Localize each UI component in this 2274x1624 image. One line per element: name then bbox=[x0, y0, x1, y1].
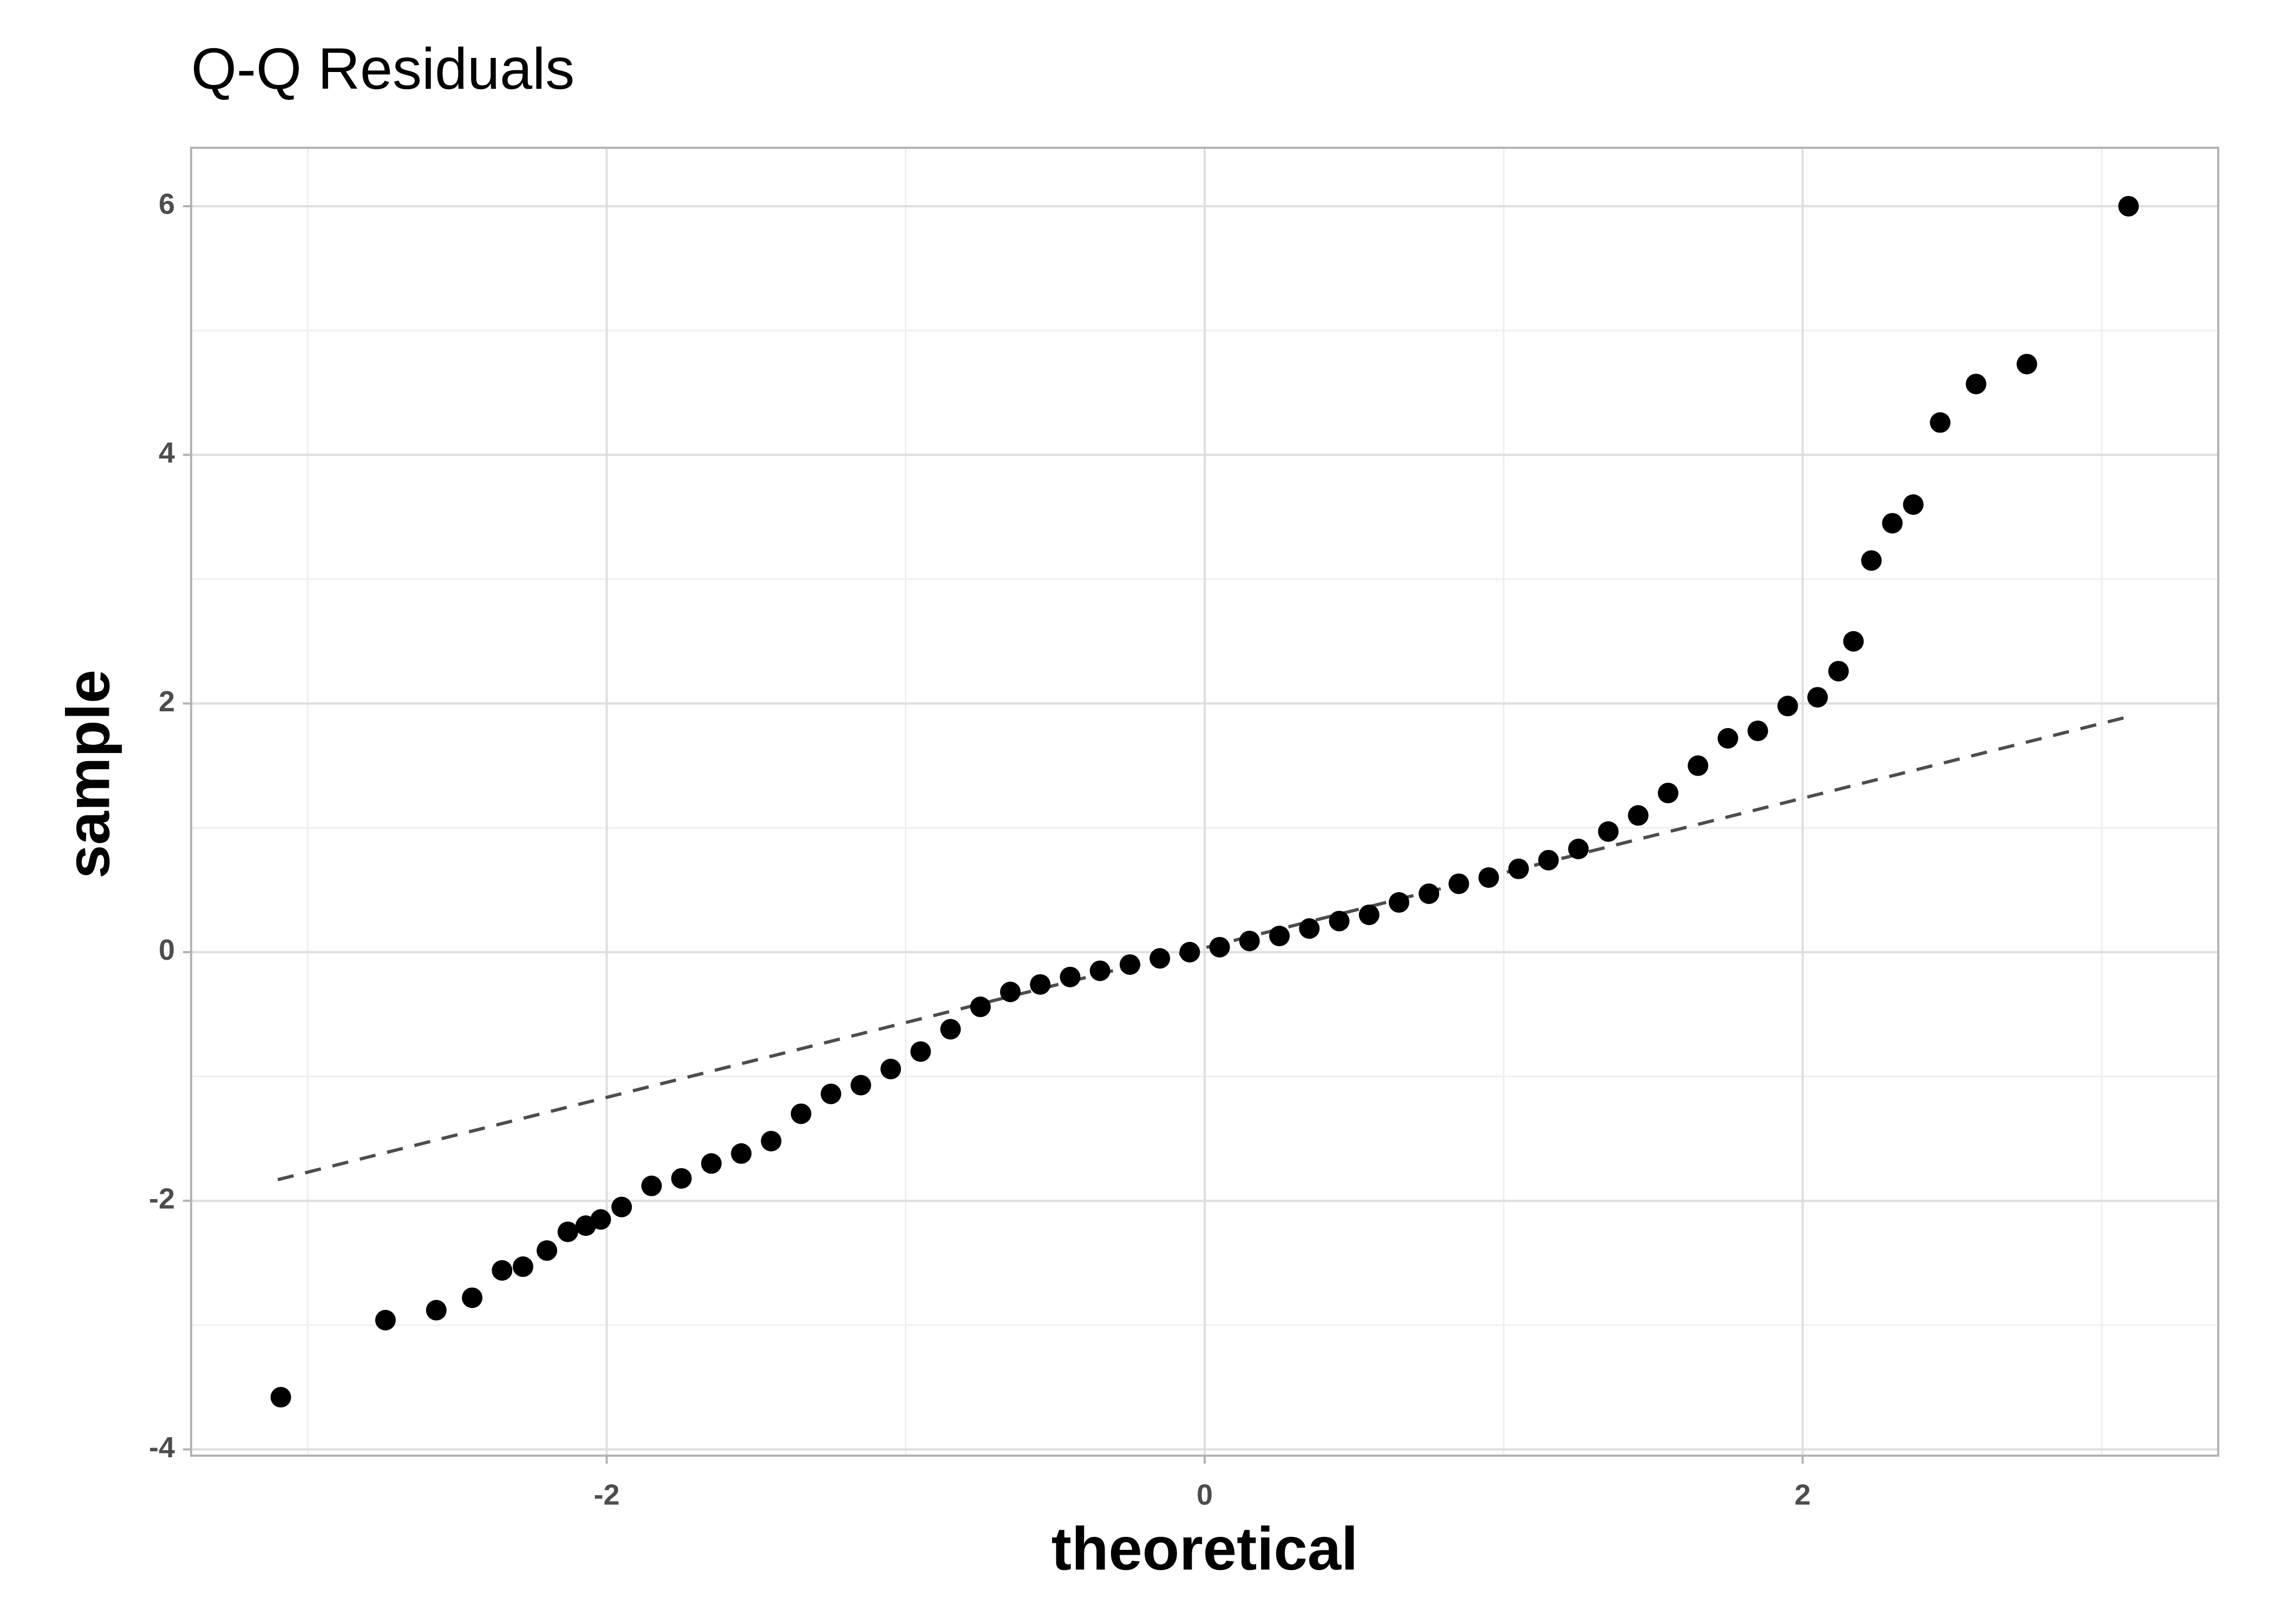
point bbox=[557, 1221, 578, 1242]
point bbox=[1747, 721, 1768, 742]
point bbox=[1060, 966, 1081, 987]
point bbox=[820, 1083, 841, 1104]
point bbox=[1299, 918, 1320, 939]
y-tick-label: 6 bbox=[159, 188, 175, 220]
point bbox=[1358, 904, 1380, 925]
point bbox=[1119, 954, 1140, 975]
point bbox=[1239, 931, 1260, 952]
point bbox=[1329, 911, 1350, 932]
point bbox=[1209, 937, 1230, 958]
x-tick-label: -2 bbox=[594, 1478, 620, 1511]
point bbox=[375, 1309, 396, 1331]
point bbox=[1843, 631, 1864, 652]
x-tick-label: 2 bbox=[1794, 1478, 1811, 1511]
point bbox=[2016, 353, 2037, 375]
point bbox=[1965, 374, 1987, 395]
point bbox=[1628, 805, 1649, 826]
point bbox=[611, 1196, 632, 1217]
point bbox=[1930, 412, 1951, 433]
grid bbox=[191, 148, 2218, 1456]
point bbox=[1568, 839, 1589, 860]
point bbox=[1030, 974, 1051, 995]
point bbox=[1478, 867, 1499, 888]
point bbox=[1419, 883, 1440, 904]
point bbox=[590, 1209, 611, 1230]
point bbox=[1688, 755, 1709, 776]
point bbox=[641, 1175, 662, 1196]
point bbox=[2118, 195, 2139, 217]
point bbox=[1538, 849, 1559, 870]
point bbox=[850, 1075, 871, 1096]
point bbox=[426, 1300, 447, 1321]
point bbox=[1903, 494, 1924, 515]
point bbox=[1882, 513, 1903, 534]
point bbox=[1149, 948, 1171, 969]
x-axis-title: theoretical bbox=[1051, 1515, 1358, 1583]
point bbox=[1508, 859, 1529, 880]
point bbox=[1717, 728, 1739, 749]
y-tick-label: 4 bbox=[159, 437, 175, 469]
point bbox=[1448, 873, 1469, 894]
chart-title: Q-Q Residuals bbox=[191, 36, 574, 101]
point bbox=[790, 1103, 812, 1124]
y-tick-label: 0 bbox=[159, 934, 175, 966]
point bbox=[1179, 941, 1200, 962]
point bbox=[1657, 782, 1678, 803]
point bbox=[761, 1130, 782, 1151]
point bbox=[910, 1041, 931, 1062]
point bbox=[1089, 960, 1110, 981]
plot-area bbox=[270, 195, 2139, 1408]
point bbox=[492, 1260, 513, 1281]
y-axis-title: sample bbox=[55, 670, 122, 879]
y-tick-label: -2 bbox=[149, 1182, 175, 1215]
point bbox=[970, 996, 991, 1017]
point bbox=[462, 1287, 483, 1308]
point bbox=[1807, 687, 1828, 708]
point bbox=[1828, 660, 1849, 682]
point bbox=[1777, 696, 1798, 717]
point bbox=[537, 1240, 558, 1261]
point bbox=[731, 1143, 752, 1164]
point bbox=[512, 1256, 533, 1277]
point bbox=[270, 1387, 291, 1408]
reference-line bbox=[277, 714, 2132, 1182]
y-tick-label: 2 bbox=[159, 685, 175, 718]
point bbox=[1269, 926, 1290, 947]
point bbox=[671, 1168, 692, 1189]
y-tick-label: -4 bbox=[149, 1431, 175, 1464]
point bbox=[880, 1058, 901, 1079]
axes: -2 0 2 -4 -2 0 2 4 6 bbox=[149, 188, 1811, 1511]
point bbox=[1388, 892, 1409, 913]
point bbox=[1598, 821, 1619, 842]
point bbox=[1861, 550, 1882, 571]
point bbox=[1000, 981, 1021, 1003]
point bbox=[701, 1153, 722, 1174]
point bbox=[940, 1019, 961, 1040]
x-tick-label: 0 bbox=[1197, 1478, 1213, 1511]
